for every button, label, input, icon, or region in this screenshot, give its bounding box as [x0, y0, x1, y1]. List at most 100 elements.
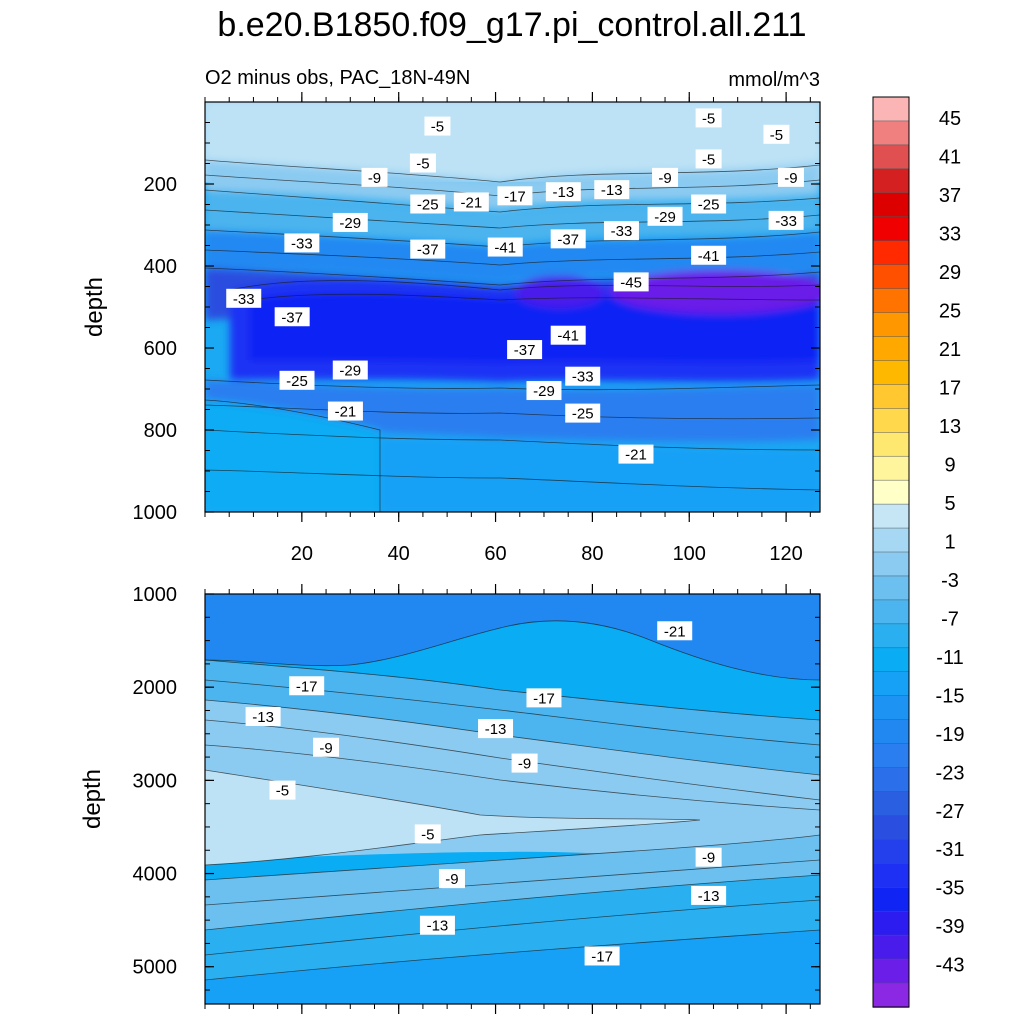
- colorbar-swatch: [872, 887, 910, 912]
- colorbar-label: 41: [939, 147, 961, 169]
- contour-label: -9: [518, 756, 531, 773]
- contour-label-box: [478, 719, 514, 739]
- contour-label: -21: [625, 447, 647, 464]
- contour-label-box: [550, 229, 586, 249]
- contour-label: -37: [281, 309, 303, 326]
- contour-label-box: [618, 444, 654, 464]
- contour-label-box: [284, 233, 320, 253]
- contour-label: -33: [775, 213, 797, 230]
- contour-label-box: [332, 360, 368, 380]
- colorbar-label: 21: [939, 339, 961, 361]
- chart-subtitle: O2 minus obs, PAC_18N-49N: [205, 67, 470, 89]
- contour-label-box: [279, 370, 315, 390]
- y-tick-label: 800: [144, 420, 177, 442]
- y-tick-label: 3000: [133, 770, 178, 792]
- contour-label: -9: [319, 740, 332, 757]
- contour-label-box: [550, 325, 586, 345]
- contour-label: -33: [291, 235, 313, 252]
- colorbar-swatch: [872, 120, 910, 146]
- y-tick-label: 600: [144, 338, 177, 360]
- colorbar-swatch: [872, 958, 910, 984]
- contour-label-box: [414, 824, 441, 844]
- contour-label-box: [410, 194, 446, 214]
- contour-label-box: [613, 272, 649, 292]
- contour-label-box: [274, 307, 310, 327]
- colorbar-swatch: [872, 312, 910, 338]
- contour-label-box: [652, 167, 679, 187]
- colorbar-swatch: [872, 96, 910, 122]
- colorbar-label: -31: [936, 839, 965, 861]
- contour-label: -5: [276, 783, 289, 800]
- y-tick-label: 2000: [133, 677, 178, 699]
- contour-label: -9: [658, 170, 671, 187]
- colorbar-swatch: [872, 432, 910, 457]
- colorbar-label: 5: [944, 493, 955, 515]
- y-tick-label: 1000: [133, 502, 178, 524]
- colorbar-swatch: [872, 791, 910, 817]
- colorbar-label: 29: [939, 262, 961, 284]
- contour-label: -21: [664, 623, 686, 640]
- contour-label: -37: [557, 231, 579, 248]
- x-tick-label: 20: [291, 543, 313, 565]
- colorbar-swatch: [872, 671, 910, 697]
- contour-label: -37: [514, 342, 536, 359]
- contour-label-box: [545, 182, 581, 202]
- contour-label: -9: [445, 871, 458, 888]
- lower-y-axis-label: depth: [79, 769, 106, 829]
- upper-y-axis-label: depth: [81, 277, 108, 337]
- colorbar-swatch: [872, 551, 910, 577]
- colorbar-label: -43: [936, 955, 965, 977]
- colorbar-swatch: [872, 168, 910, 194]
- contour-label-box: [691, 245, 727, 265]
- contour-label-box: [695, 108, 722, 128]
- colorbar-swatch: [872, 863, 910, 889]
- contour-label-box: [565, 403, 601, 423]
- upper-panel-field: [205, 102, 820, 512]
- contour-label: -29: [533, 383, 555, 400]
- contour-label-box: [313, 737, 340, 757]
- colorbar-swatch: [872, 934, 910, 960]
- colorbar-swatch: [872, 767, 910, 793]
- contour-label: -29: [654, 209, 676, 226]
- colorbar-swatch: [872, 336, 910, 362]
- colorbar: 45 41 37 33 29 25 21 17 13 9 5 1 -3 -7 -11 -15 -19 -23 -27…: [872, 96, 965, 1008]
- contour-label-box: [691, 194, 727, 214]
- colorbar-swatch: [872, 479, 910, 505]
- contour-label: -25: [698, 197, 720, 214]
- contour-label: -25: [286, 373, 308, 390]
- contour-label-box: [565, 366, 601, 386]
- contour-label-box: [777, 167, 804, 187]
- contour-label-box: [695, 149, 722, 169]
- y-tick-label: 400: [144, 256, 177, 278]
- colorbar-label: -35: [936, 878, 965, 900]
- contour-label-box: [245, 707, 281, 726]
- x-tick-label: 100: [673, 543, 706, 565]
- colorbar-label: -39: [936, 916, 965, 938]
- contour-label-box: [497, 186, 533, 206]
- contour-label: -45: [620, 274, 642, 291]
- contour-label: -13: [698, 888, 720, 905]
- contour-label-box: [419, 915, 455, 935]
- colorbar-swatch: [872, 599, 910, 625]
- contour-label: -9: [702, 850, 715, 867]
- colorbar-swatch: [872, 623, 910, 649]
- colorbar-label: -23: [936, 762, 965, 784]
- contour-label: -21: [335, 404, 357, 421]
- contour-label-box: [657, 621, 693, 641]
- units-label: mmol/m^3: [728, 69, 820, 91]
- y-tick-label: 4000: [133, 864, 178, 886]
- lower-panel-frame: [204, 593, 821, 1005]
- colorbar-swatch: [872, 360, 910, 386]
- chart-title: b.e20.B1850.f09_g17.pi_control.all.211: [217, 6, 806, 44]
- colorbar-label: 37: [939, 185, 961, 207]
- colorbar-swatch: [872, 408, 910, 434]
- contour-label: -29: [339, 363, 361, 380]
- colorbar-swatch: [872, 288, 910, 314]
- contour-label: -33: [611, 223, 633, 240]
- x-tick-label: 40: [388, 543, 410, 565]
- contour-label-box: [410, 239, 446, 259]
- contour-label: -25: [572, 406, 594, 423]
- x-tick-label: 120: [769, 543, 802, 565]
- x-tick-label: 80: [581, 543, 603, 565]
